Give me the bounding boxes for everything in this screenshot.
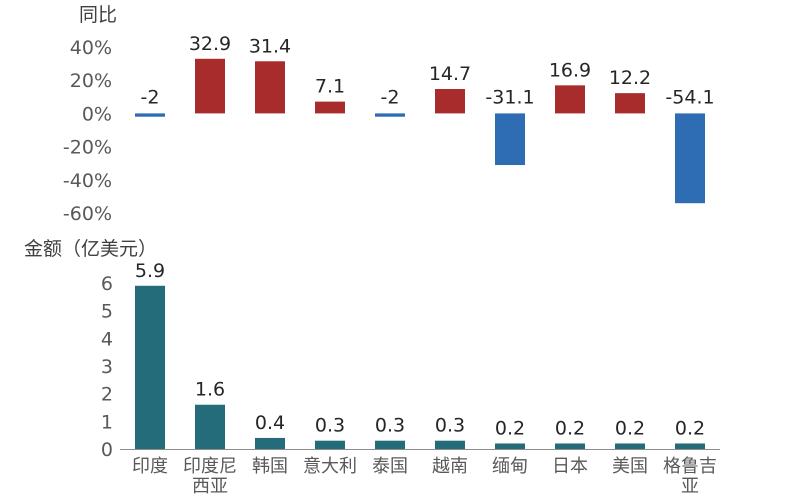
yoy-bar (135, 113, 165, 117)
category-label: 美国 (612, 456, 648, 477)
amount-tick-label: 1 (101, 411, 113, 433)
amount-bar (675, 443, 705, 449)
category-label: 印度尼 (183, 456, 237, 477)
category-label: 西亚 (192, 476, 228, 497)
category-label: 日本 (552, 456, 588, 477)
amount-bar (255, 437, 285, 449)
amount-bar (435, 440, 465, 449)
yoy-tick-label: -20% (63, 137, 112, 159)
amount-tick-label: 5 (101, 301, 113, 323)
category-label: 泰国 (372, 456, 408, 477)
yoy-bar (375, 113, 405, 117)
yoy-data-label: 14.7 (429, 63, 471, 85)
amount-data-label: 0.2 (675, 417, 705, 439)
yoy-bar (255, 61, 285, 114)
category-label: 格鲁吉 (663, 456, 717, 477)
yoy-bar (495, 113, 525, 166)
amount-tick-label: 4 (101, 328, 113, 350)
amount-data-label: 0.4 (255, 412, 285, 434)
amount-bar (195, 404, 225, 449)
yoy-data-label: -2 (141, 86, 160, 108)
category-label: 亚 (681, 476, 699, 497)
amount-data-label: 0.3 (315, 415, 345, 437)
amount-data-label: 0.2 (615, 417, 645, 439)
amount-tick-label: 3 (101, 356, 113, 378)
yoy-bar (555, 85, 585, 114)
yoy-bar (315, 101, 345, 114)
yoy-tick-label: 40% (70, 37, 112, 59)
yoy-tick-label: 20% (70, 70, 112, 92)
amount-data-label: 0.3 (435, 415, 465, 437)
yoy-bar (615, 93, 645, 114)
yoy-tick-label: 0% (82, 103, 112, 125)
amount-tick-label: 2 (101, 384, 113, 406)
amount-bar-chart: 6 5 4 3 2 1 0 5.9 1.6 0.4 0.3 0.3 0.3 0.2 0.2 0.2 0.2 印度印… (101, 260, 720, 497)
category-label: 缅甸 (492, 456, 528, 477)
amount-bar (615, 443, 645, 449)
yoy-data-label: -2 (381, 86, 400, 108)
category-label: 韩国 (252, 456, 288, 477)
yoy-bar (195, 58, 225, 114)
yoy-axis-title: 同比 (79, 4, 117, 26)
yoy-bar (435, 88, 465, 114)
amount-data-label: 0.2 (555, 417, 585, 439)
yoy-data-label: 7.1 (315, 76, 345, 98)
amount-axis-title: 金额（亿美元） (24, 238, 157, 260)
category-label: 意大利 (303, 456, 357, 477)
category-label: 越南 (432, 456, 468, 477)
yoy-data-label: -31.1 (485, 86, 534, 108)
yoy-data-label: 31.4 (249, 35, 291, 57)
yoy-data-label: 16.9 (549, 59, 591, 81)
yoy-data-label: 32.9 (189, 33, 231, 55)
yoy-data-label: -54.1 (665, 86, 714, 108)
amount-tick-label: 0 (101, 439, 113, 461)
amount-bar (555, 443, 585, 449)
yoy-tick-label: -60% (63, 203, 112, 225)
category-label: 印度 (132, 456, 168, 477)
yoy-bar (675, 113, 705, 204)
amount-data-label: 0.3 (375, 415, 405, 437)
yoy-data-label: 12.2 (609, 67, 651, 89)
amount-bar (495, 443, 525, 449)
amount-tick-label: 6 (101, 273, 113, 295)
amount-bar (135, 285, 165, 449)
amount-data-label: 5.9 (135, 260, 165, 282)
amount-data-label: 1.6 (195, 379, 225, 401)
yoy-bar-chart: 40%20%0%-20%-40%-60%-232.9 31.47.1 -214.7-… (63, 33, 715, 225)
yoy-tick-label: -40% (63, 170, 112, 192)
amount-bar (375, 440, 405, 449)
amount-bar (315, 440, 345, 449)
amount-data-label: 0.2 (495, 417, 525, 439)
